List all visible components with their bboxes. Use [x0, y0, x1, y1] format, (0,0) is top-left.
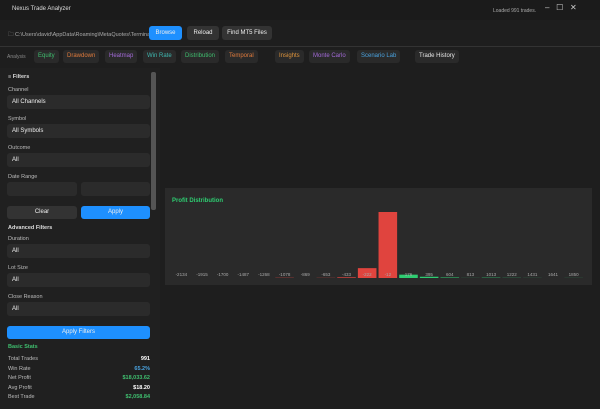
stat-label: Net Profit: [8, 375, 31, 381]
toolbar-button[interactable]: Find MT5 Files: [222, 26, 272, 40]
tab[interactable]: Scenario Lab: [357, 50, 401, 63]
stat-label: Total Trades: [8, 356, 38, 362]
field-label: Channel: [8, 87, 29, 93]
bar: [378, 212, 398, 278]
bin-label: 1641: [548, 272, 559, 277]
toolbar-button[interactable]: Browse: [149, 26, 182, 40]
tab[interactable]: Heatmap: [105, 50, 138, 63]
stat-value: 65.2%: [134, 365, 150, 372]
divider: [0, 46, 600, 47]
bar: [399, 274, 418, 278]
bin-label: -1268: [258, 272, 270, 277]
stat-value: $18.20: [133, 384, 150, 391]
bin-label: 1850: [569, 272, 580, 277]
stat-label: Win Rate: [8, 365, 31, 372]
stat-label: Best Trade: [8, 394, 35, 400]
date-input[interactable]: [7, 182, 77, 196]
status: Loaded 991 trades.: [493, 8, 537, 14]
bin-label: 176: [405, 272, 413, 277]
bar: [357, 268, 377, 278]
window-title: Nexus Trade Analyzer: [12, 6, 71, 12]
bar: [440, 277, 460, 278]
tab[interactable]: Monte Carlo: [309, 50, 350, 63]
tab[interactable]: Win Rate: [143, 50, 176, 63]
toolbar-button[interactable]: Reload: [187, 26, 219, 40]
folder-path: 🗀 C:\Users\david\AppData\Roaming\MetaQuo…: [8, 32, 155, 38]
filters-title: ≡ Filters: [8, 74, 30, 80]
bin-label: 813: [467, 272, 475, 277]
clear-button[interactable]: Clear: [7, 206, 77, 219]
chart-panel: [165, 188, 592, 285]
stat-value: 991: [140, 356, 150, 362]
window-controls[interactable]: – ☐ ✕: [545, 3, 577, 12]
field-label: Symbol: [8, 116, 27, 122]
field-label: Date Range: [8, 174, 38, 180]
apply-filters-button[interactable]: Apply Filters: [7, 326, 150, 339]
bin-label: 1431: [527, 272, 538, 277]
dropdown[interactable]: All: [7, 302, 150, 316]
date-input[interactable]: [81, 182, 150, 196]
bin-label: 1222: [507, 272, 518, 277]
field-label: Outcome: [8, 145, 31, 151]
chart-title: Profit Distribution: [172, 198, 223, 204]
bin-label: 604: [446, 272, 454, 277]
tab[interactable]: Drawdown: [63, 50, 100, 63]
tab[interactable]: Temporal: [225, 50, 258, 63]
bin-label: -222: [363, 272, 373, 277]
bin-label: -1078: [279, 272, 291, 277]
field-label: Close Reason: [8, 294, 43, 300]
dropdown[interactable]: All Symbols: [7, 124, 150, 138]
bin-label: -12: [385, 272, 392, 277]
tabs-label: Analysis: [7, 54, 26, 60]
dropdown[interactable]: All Channels: [7, 95, 150, 109]
bin-label: -869: [301, 272, 311, 277]
bin-label: 1013: [486, 272, 497, 277]
stat-value: $18,033.62: [122, 375, 150, 381]
path-text: C:\Users\david\AppData\Roaming\MetaQuote…: [15, 32, 155, 38]
tab[interactable]: Equity: [34, 50, 59, 63]
dropdown[interactable]: All: [7, 273, 150, 287]
scrollbar[interactable]: [151, 72, 156, 210]
tab[interactable]: Trade History: [415, 50, 459, 63]
tab[interactable]: Insights: [275, 50, 304, 63]
stat-value: $2,058.84: [125, 394, 150, 400]
apply-button[interactable]: Apply: [81, 206, 150, 219]
stats-title: Basic Stats: [8, 344, 38, 350]
advanced-title: Advanced Filters: [8, 225, 53, 231]
bar: [337, 277, 356, 278]
bin-label: -433: [342, 272, 352, 277]
bin-label: -653: [321, 272, 331, 277]
bar: [419, 276, 439, 278]
field-label: Duration: [8, 236, 29, 242]
bin-label: -1487: [238, 272, 250, 277]
dropdown[interactable]: All: [7, 244, 150, 258]
title-bar: Nexus Trade Analyzer Loaded 991 trades. …: [0, 0, 600, 20]
stat-label: Avg Profit: [8, 384, 32, 391]
field-label: Lot Size: [8, 265, 28, 271]
tab[interactable]: Distribution: [181, 50, 220, 63]
filters-title-text: Filters: [12, 74, 30, 80]
dropdown[interactable]: All: [7, 153, 150, 167]
bin-label: 395: [425, 272, 433, 277]
bin-label: -1700: [217, 272, 229, 277]
bin-label: -1915: [196, 272, 208, 277]
bin-label: -2134: [176, 272, 188, 277]
